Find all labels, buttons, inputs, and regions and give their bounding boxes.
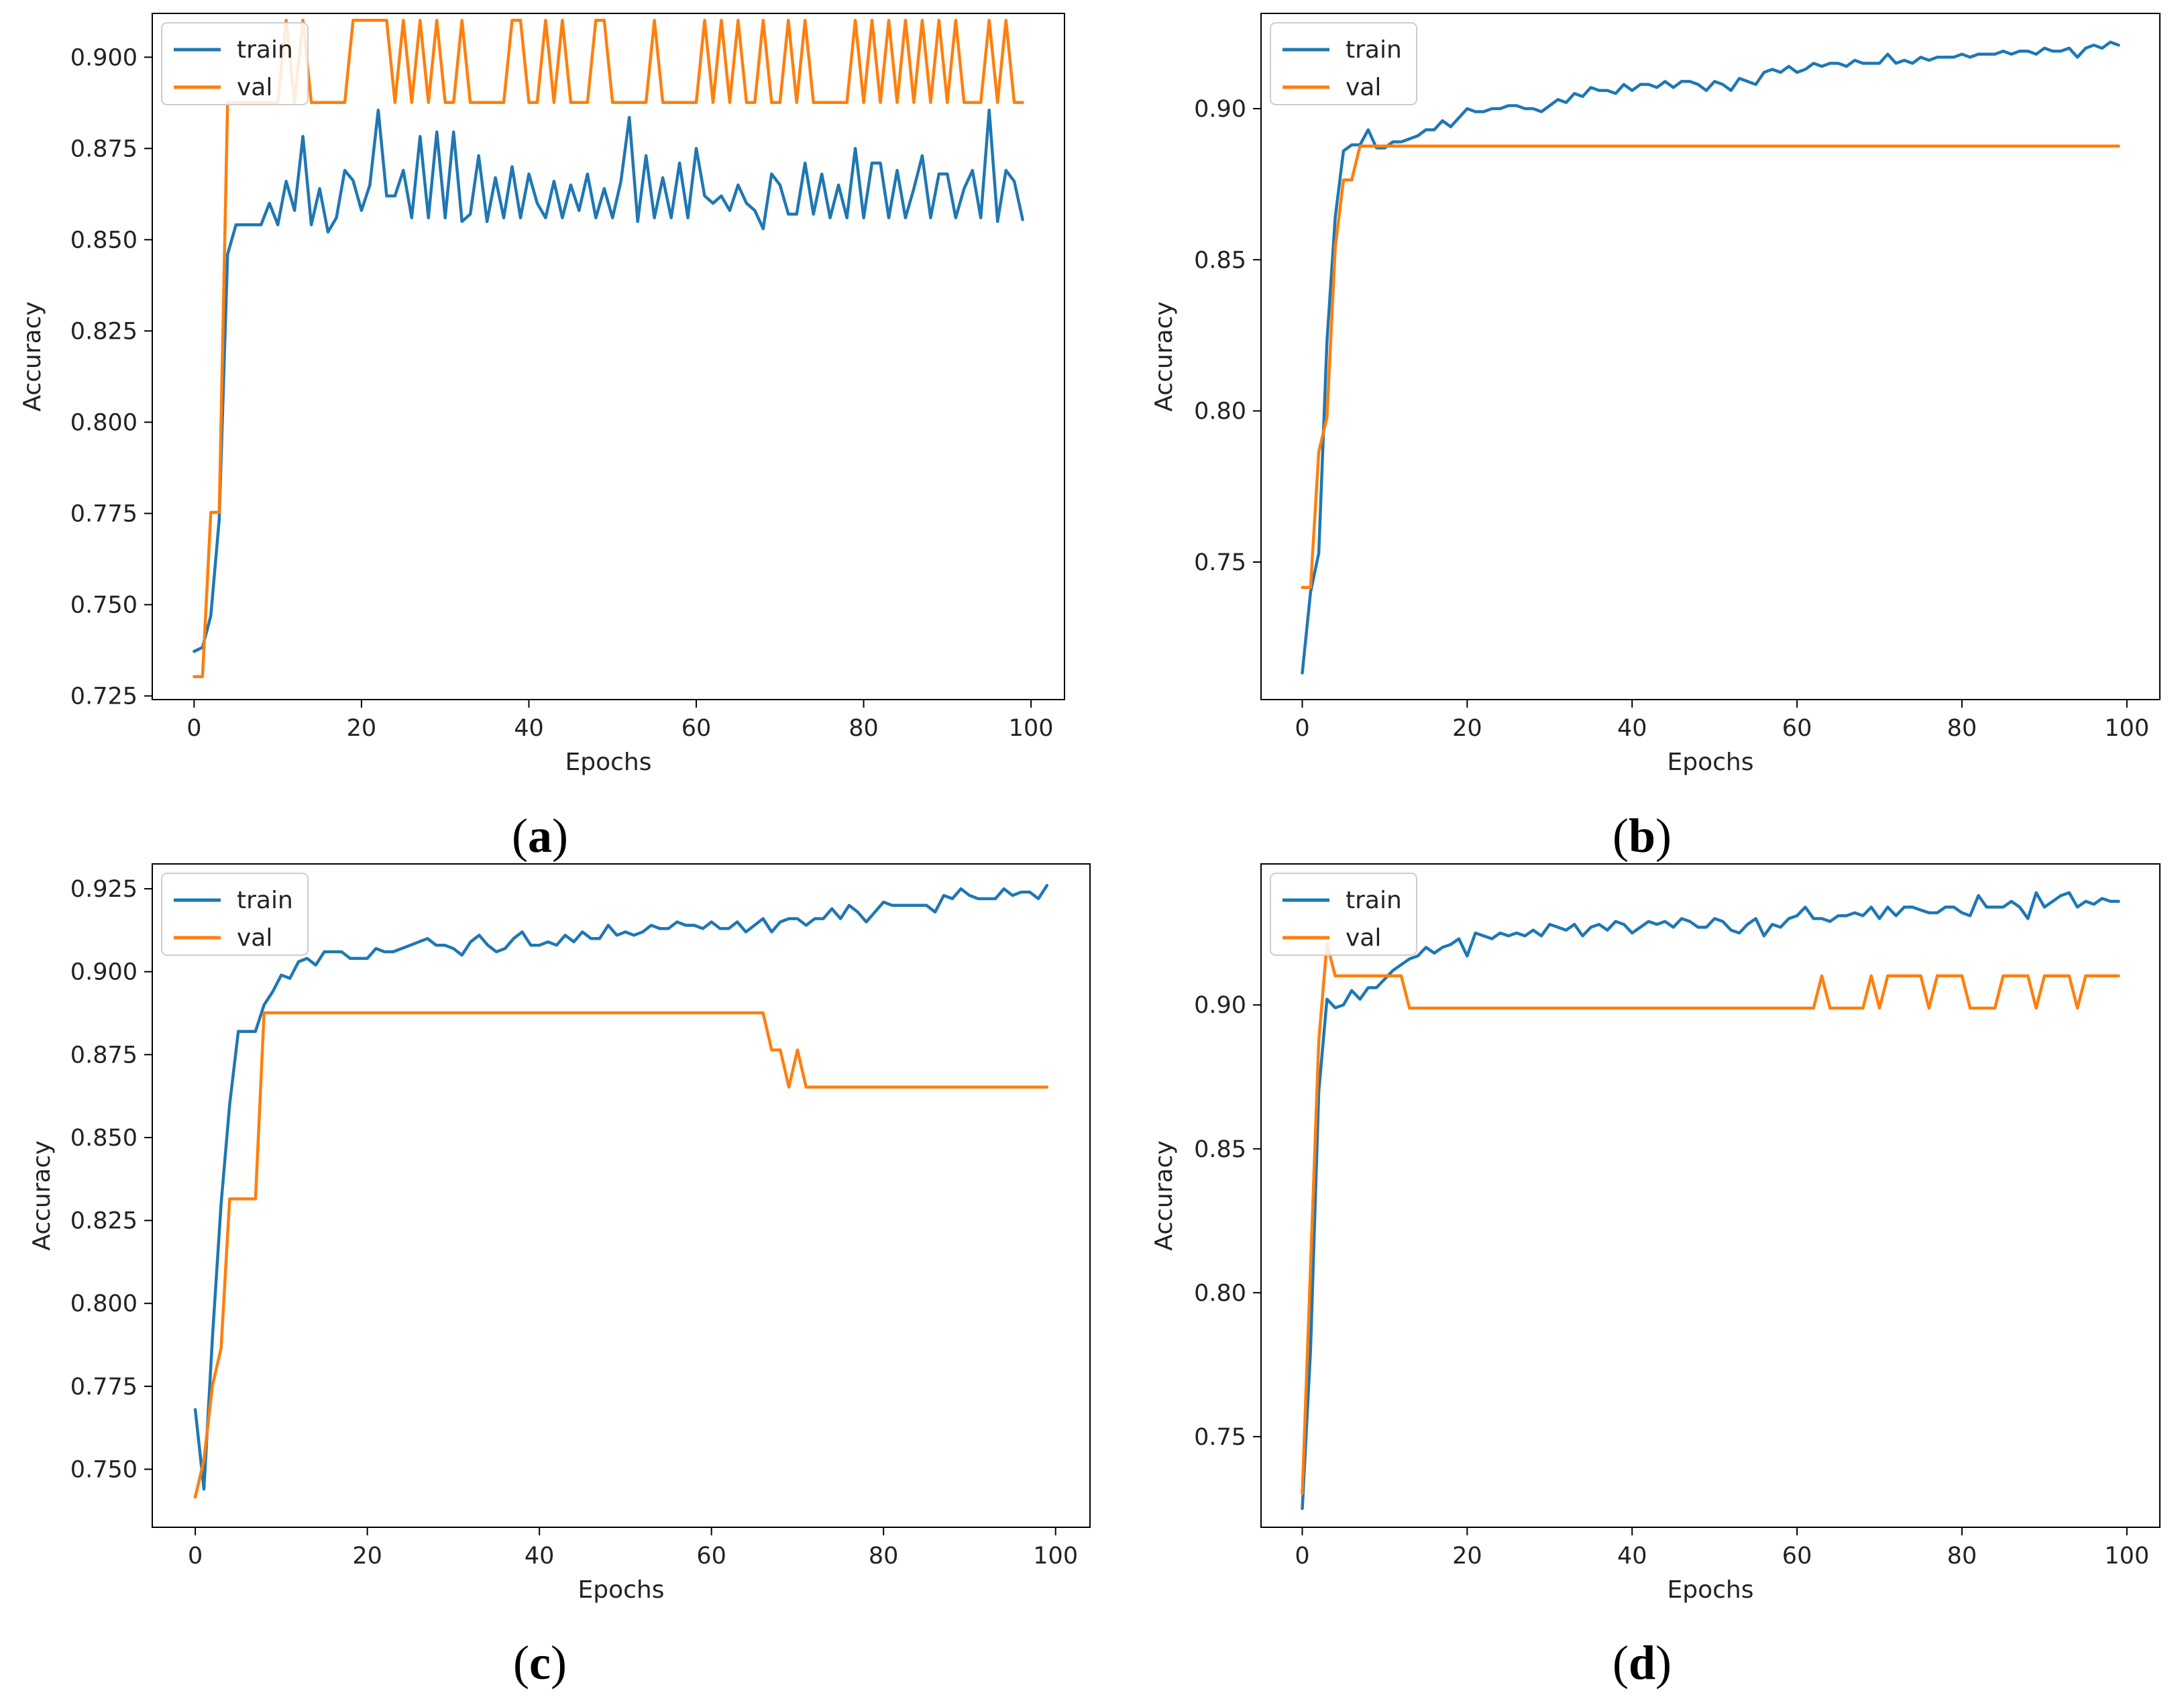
y-tick-label: 0.825: [70, 1208, 138, 1235]
panel-caption: (d): [1613, 1636, 1672, 1690]
y-tick-label: 0.85: [1194, 1136, 1246, 1163]
y-tick-label: 0.850: [70, 227, 138, 254]
x-tick-label: 100: [2104, 715, 2149, 742]
x-tick-label: 20: [1452, 1543, 1482, 1570]
series-line-train: [193, 883, 1049, 1491]
y-tick-label: 0.75: [1194, 1424, 1246, 1451]
legend: train val: [161, 873, 309, 956]
x-tick-label: 60: [1782, 1543, 1812, 1570]
legend: train val: [1270, 22, 1417, 105]
y-tick-label: 0.800: [70, 1291, 138, 1317]
panel-caption: (b): [1613, 809, 1672, 863]
x-tick-label: 60: [681, 715, 712, 742]
y-tick-label: 0.750: [70, 1456, 138, 1483]
y-tick-label: 0.775: [70, 500, 138, 527]
legend-label-val: val: [237, 74, 272, 101]
legend-label-val: val: [1346, 924, 1381, 952]
x-tick-label: 100: [1033, 1543, 1078, 1570]
y-tick-label: 0.90: [1194, 96, 1246, 123]
x-axis-label: Epochs: [578, 1576, 665, 1604]
legend-label-train: train: [1346, 36, 1402, 64]
x-tick-label: 40: [525, 1543, 555, 1570]
y-axis-label: Accuracy: [1150, 301, 1178, 411]
y-tick-label: 0.725: [70, 683, 138, 710]
panel-caption: (a): [512, 809, 568, 863]
legend-box: [161, 22, 309, 105]
y-tick-label: 0.875: [70, 135, 138, 162]
x-tick-label: 40: [1617, 715, 1647, 742]
x-tick-label: 60: [1782, 715, 1812, 742]
legend-box: [161, 873, 309, 956]
y-tick-label: 0.85: [1194, 247, 1246, 274]
x-tick-label: 0: [1295, 1543, 1309, 1570]
y-tick-label: 0.90: [1194, 992, 1246, 1019]
x-tick-label: 40: [1617, 1543, 1647, 1570]
panel-caption-letter: b: [1629, 809, 1655, 863]
x-tick-label: 40: [514, 715, 544, 742]
x-tick-label: 0: [188, 1543, 203, 1570]
x-tick-label: 20: [347, 715, 377, 742]
x-axis-label: Epochs: [1668, 1576, 1754, 1604]
y-tick-label: 0.80: [1194, 398, 1246, 425]
legend: train val: [1270, 873, 1417, 956]
legend-box: [1270, 22, 1417, 105]
x-tick-label: 100: [2104, 1543, 2149, 1570]
y-tick-label: 0.900: [70, 44, 138, 71]
y-tick-label: 0.825: [70, 318, 138, 345]
axes-frame: [1260, 863, 2161, 1528]
axes-frame: [152, 13, 1065, 700]
legend-label-train: train: [237, 887, 293, 914]
y-tick-label: 0.850: [70, 1125, 138, 1152]
panel-caption-letter: a: [528, 809, 552, 863]
legend: train val: [161, 22, 309, 105]
y-axis-label: Accuracy: [19, 301, 46, 411]
legend-label-train: train: [237, 36, 293, 64]
y-tick-label: 0.925: [70, 876, 138, 903]
y-axis-label: Accuracy: [28, 1140, 56, 1250]
x-tick-label: 0: [1295, 715, 1309, 742]
chart-panel-b: 0 20 40 60 80 100 0.75 0.80 0.85 0.90 Epochs Accura…: [1150, 13, 2161, 863]
legend-label-val: val: [237, 924, 272, 952]
x-tick-label: 80: [849, 715, 879, 742]
series-line-val: [193, 19, 1024, 678]
y-tick-label: 0.80: [1194, 1280, 1246, 1307]
panel-caption-letter: d: [1629, 1636, 1655, 1690]
legend-label-train: train: [1346, 887, 1402, 914]
x-tick-label: 20: [1452, 715, 1482, 742]
y-tick-label: 0.900: [70, 959, 138, 986]
series-line-train: [1301, 891, 2120, 1511]
y-tick-label: 0.75: [1194, 549, 1246, 576]
chart-panel-a: 0 20 40 60 80 100 0.725 0.750 0.775 0.800 0.825 0.8…: [19, 13, 1065, 863]
x-tick-label: 60: [696, 1543, 726, 1570]
y-axis-label: Accuracy: [1150, 1140, 1178, 1250]
axes-frame: [152, 863, 1091, 1528]
series-line-train: [1301, 40, 2120, 675]
panel-caption: (c): [513, 1636, 567, 1690]
x-axis-label: Epochs: [565, 749, 652, 776]
x-tick-label: 100: [1009, 715, 1054, 742]
legend-box: [1270, 873, 1417, 956]
x-axis-label: Epochs: [1668, 749, 1754, 776]
series-line-val: [193, 1011, 1049, 1499]
series-line-train: [193, 108, 1024, 653]
legend-label-val: val: [1346, 74, 1381, 101]
x-tick-label: 80: [1947, 715, 1977, 742]
x-tick-label: 20: [352, 1543, 382, 1570]
y-tick-label: 0.800: [70, 409, 138, 436]
series-line-val: [1301, 144, 2120, 590]
series-line-val: [1301, 942, 2120, 1495]
y-tick-label: 0.875: [70, 1042, 138, 1068]
axes-frame: [1260, 13, 2161, 700]
x-tick-label: 0: [186, 715, 201, 742]
chart-panel-d: 0 20 40 60 80 100 0.75 0.80 0.85 0.90 Epochs Accura…: [1150, 863, 2161, 1690]
x-tick-label: 80: [869, 1543, 899, 1570]
y-tick-label: 0.775: [70, 1374, 138, 1401]
chart-panel-c: 0 20 40 60 80 100 0.750 0.775 0.800 0.825 0.850 0.8…: [28, 863, 1091, 1690]
panel-caption-letter: c: [529, 1636, 551, 1690]
x-tick-label: 80: [1947, 1543, 1977, 1570]
y-tick-label: 0.750: [70, 592, 138, 619]
